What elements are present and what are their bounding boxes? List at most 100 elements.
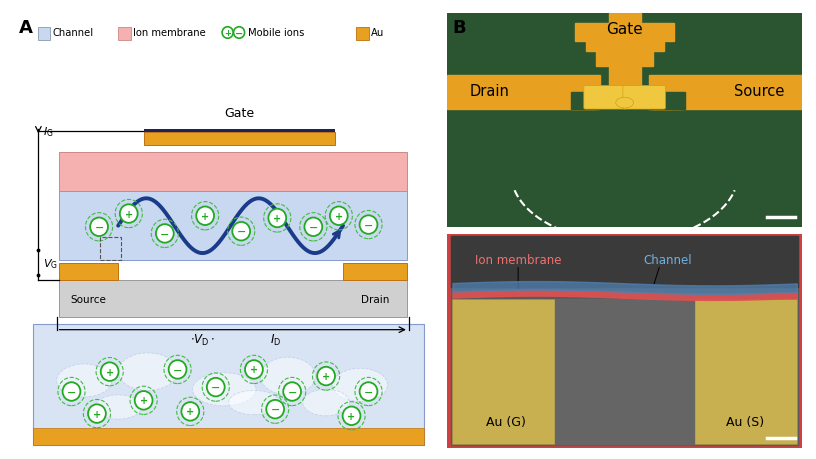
Circle shape	[196, 207, 214, 225]
Text: −: −	[173, 364, 182, 375]
Circle shape	[100, 363, 118, 381]
Circle shape	[317, 367, 335, 386]
Ellipse shape	[228, 391, 279, 415]
Circle shape	[63, 382, 81, 401]
Bar	[59, 280, 406, 318]
FancyBboxPatch shape	[583, 86, 627, 110]
Bar	[451, 237, 798, 287]
Ellipse shape	[303, 389, 349, 416]
Text: Ion membrane: Ion membrane	[134, 28, 206, 39]
Ellipse shape	[95, 395, 141, 419]
Text: +: +	[201, 211, 209, 221]
Text: −: −	[364, 220, 373, 230]
Text: A: A	[19, 19, 33, 37]
Text: Mobile ions: Mobile ions	[248, 28, 305, 39]
Circle shape	[206, 378, 224, 397]
Text: +: +	[335, 211, 343, 221]
Bar	[650, 76, 802, 110]
Text: Au (G): Au (G)	[486, 415, 526, 428]
Circle shape	[245, 360, 263, 379]
Ellipse shape	[193, 373, 256, 406]
Text: $\cdot V_\mathrm{D}\cdot$: $\cdot V_\mathrm{D}\cdot$	[190, 332, 215, 347]
Bar	[609, 14, 641, 103]
Circle shape	[360, 216, 378, 235]
Text: Gate: Gate	[606, 22, 643, 37]
Bar	[556, 299, 694, 444]
Text: Drain: Drain	[470, 84, 510, 99]
Circle shape	[88, 404, 106, 423]
Bar	[33, 428, 424, 444]
Bar	[653, 93, 681, 110]
Ellipse shape	[260, 358, 316, 395]
Circle shape	[222, 28, 233, 39]
Text: B: B	[453, 19, 466, 37]
Circle shape	[135, 391, 153, 410]
Text: +: +	[224, 29, 231, 38]
Bar	[356, 28, 369, 41]
Circle shape	[120, 205, 138, 224]
Bar	[650, 93, 685, 110]
Text: Channel: Channel	[53, 28, 94, 39]
Circle shape	[156, 224, 174, 243]
Bar	[343, 263, 406, 280]
Text: −: −	[308, 222, 318, 232]
Bar	[144, 129, 335, 133]
Text: −: −	[67, 386, 76, 397]
Bar	[596, 46, 653, 67]
Bar	[100, 237, 121, 260]
Circle shape	[233, 223, 251, 241]
Text: −: −	[287, 386, 297, 397]
Text: Channel: Channel	[643, 253, 691, 266]
Bar	[33, 324, 424, 444]
Text: +: +	[322, 371, 330, 381]
Text: $V_\mathrm{G}$: $V_\mathrm{G}$	[43, 256, 58, 270]
Text: +: +	[125, 209, 133, 219]
Circle shape	[181, 402, 199, 421]
Circle shape	[266, 400, 284, 419]
Ellipse shape	[332, 369, 388, 402]
Text: −: −	[270, 404, 280, 414]
Bar	[118, 28, 131, 41]
Text: −: −	[95, 222, 104, 232]
Text: +: +	[105, 367, 113, 377]
Bar	[59, 263, 118, 280]
Circle shape	[283, 382, 301, 401]
Circle shape	[360, 382, 378, 401]
Text: +: +	[273, 213, 282, 224]
Text: Au: Au	[371, 28, 384, 39]
Circle shape	[268, 209, 286, 228]
Text: Gate: Gate	[224, 107, 254, 120]
Ellipse shape	[56, 364, 112, 397]
Circle shape	[330, 207, 348, 225]
Text: Au (S): Au (S)	[726, 415, 765, 428]
Circle shape	[169, 360, 187, 379]
Bar	[447, 76, 600, 110]
Text: +: +	[186, 407, 194, 416]
Text: $I_\mathrm{D}$: $I_\mathrm{D}$	[269, 332, 281, 347]
Bar	[571, 93, 607, 110]
Bar	[59, 192, 406, 260]
Bar	[575, 24, 674, 41]
Circle shape	[90, 218, 108, 236]
Text: −: −	[364, 386, 373, 397]
Bar	[453, 299, 556, 444]
Text: +: +	[250, 364, 258, 375]
Bar	[38, 28, 51, 41]
Circle shape	[616, 98, 633, 109]
Bar	[59, 152, 406, 192]
Circle shape	[343, 407, 361, 425]
Bar	[571, 93, 596, 110]
Text: +: +	[93, 409, 101, 419]
Text: +: +	[140, 396, 148, 405]
FancyBboxPatch shape	[623, 86, 666, 110]
Text: −: −	[211, 382, 220, 392]
Text: Ion membrane: Ion membrane	[475, 253, 561, 266]
Text: Source: Source	[70, 294, 106, 304]
Text: −: −	[235, 28, 243, 39]
Circle shape	[304, 218, 322, 236]
Text: −: −	[237, 227, 246, 237]
Text: +: +	[348, 411, 356, 421]
Text: $I_\mathrm{G}$: $I_\mathrm{G}$	[43, 125, 54, 139]
Text: −: −	[160, 229, 170, 239]
Bar	[694, 299, 796, 444]
